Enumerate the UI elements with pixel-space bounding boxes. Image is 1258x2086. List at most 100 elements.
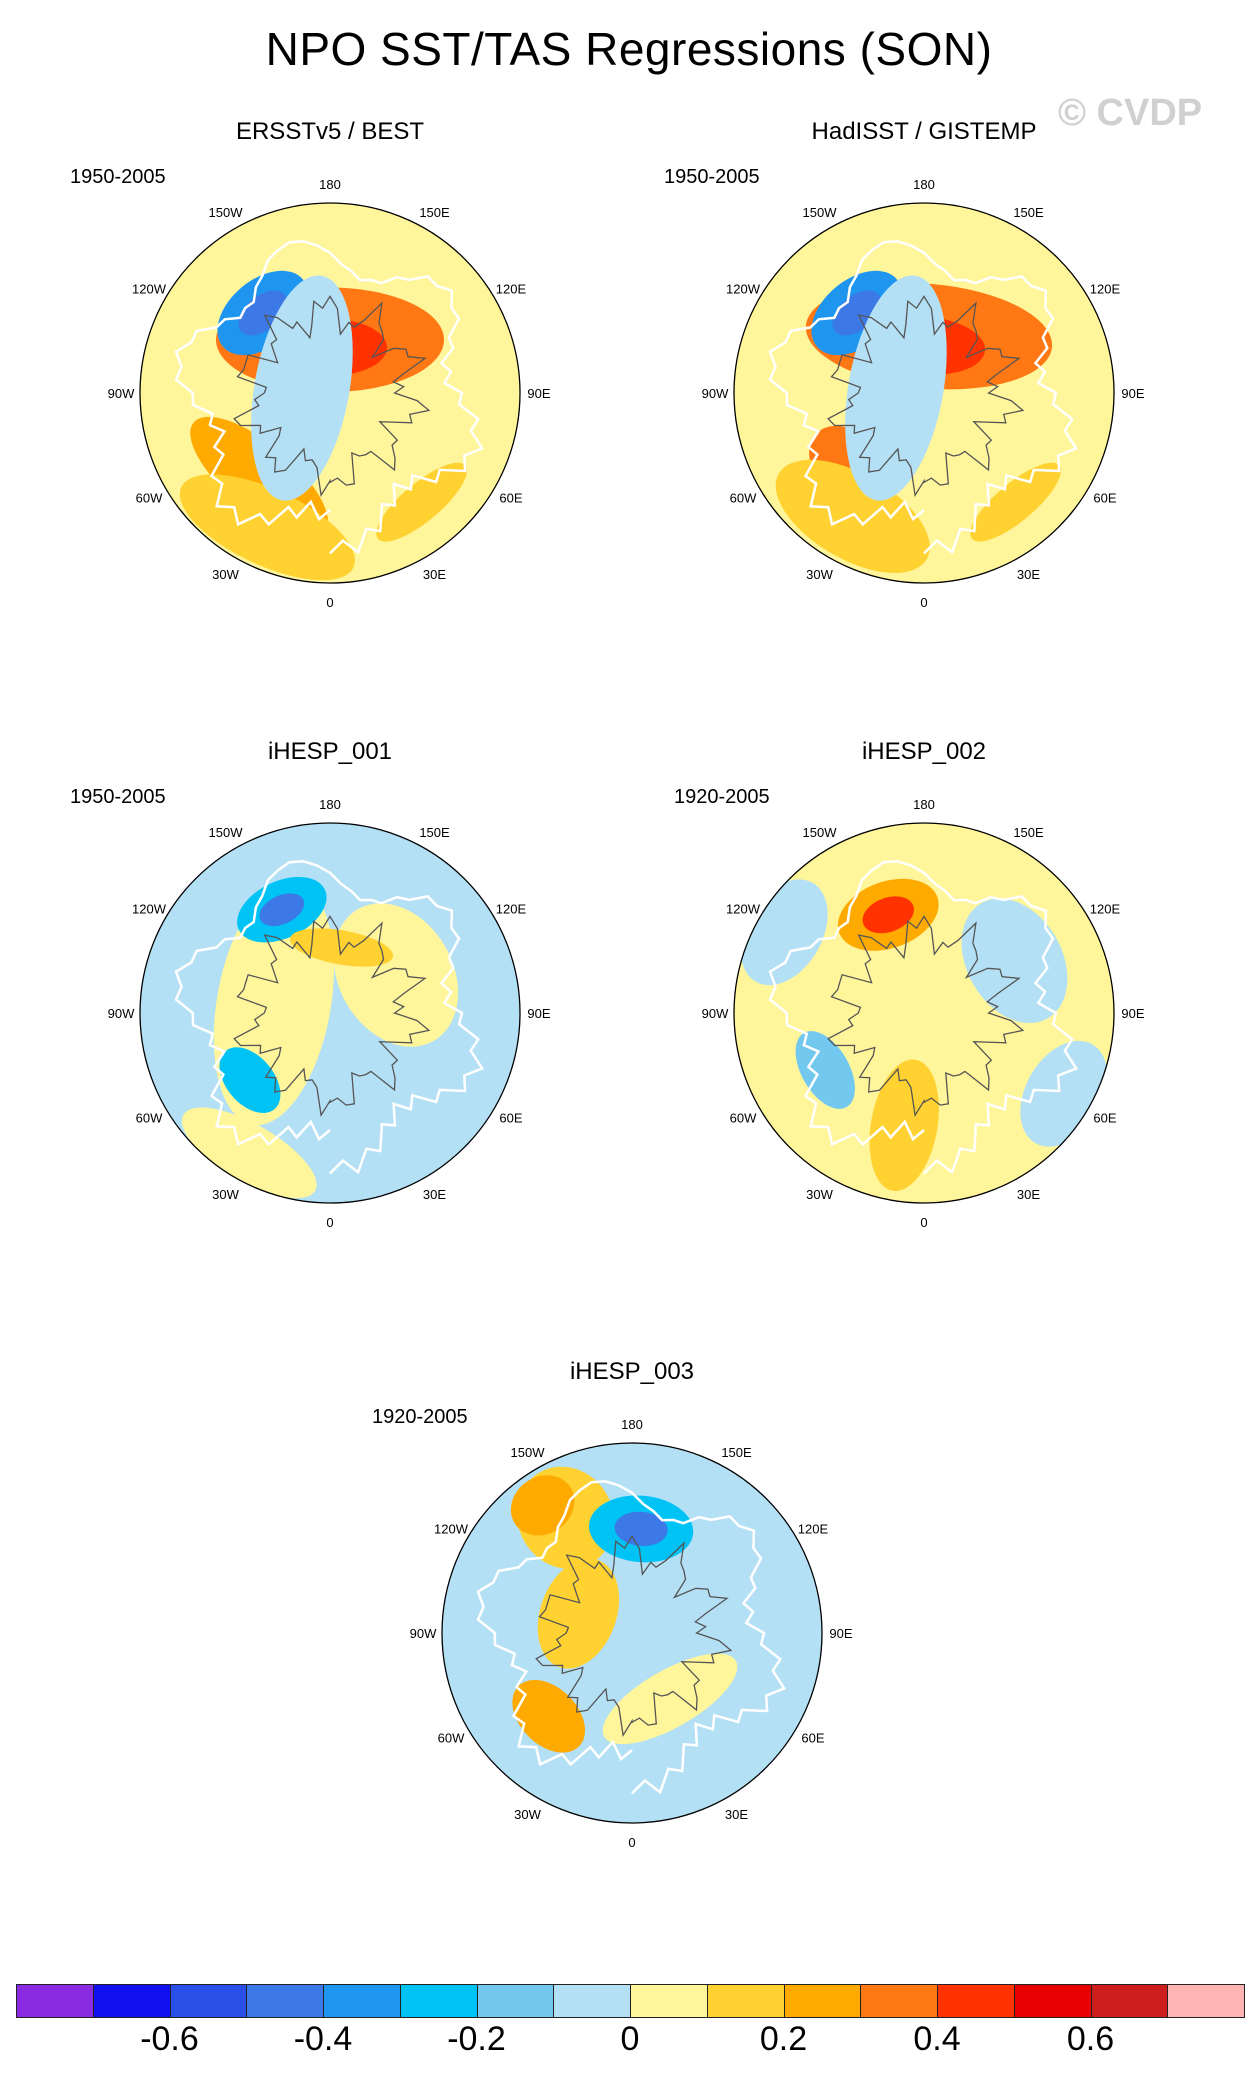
longitude-label: 0: [920, 595, 927, 610]
colorbar-tick-label: 0: [620, 2020, 640, 2058]
polar-map: 180 150E 120E 90E 60E 30E 0 30W 60W 90W 120W 150W: [108, 797, 551, 1230]
panel-years: 1920-2005: [674, 786, 770, 808]
longitude-label: 60W: [730, 491, 757, 506]
colorbar-segment: [169, 1984, 248, 2018]
longitude-label: 30W: [212, 1187, 239, 1202]
anomaly-region: [862, 896, 914, 934]
longitude-label: 180: [913, 177, 935, 192]
coastline: [233, 295, 431, 498]
colorbar-segment: [630, 1984, 708, 2018]
panel-title: HadISST / GISTEMP: [811, 118, 1037, 145]
map-boundary: [441, 1442, 823, 1824]
anomaly-region: [602, 1653, 738, 1745]
coastline: [827, 295, 1025, 498]
longitude-label: 60E: [1093, 1111, 1116, 1126]
polar-map: 180 150E 120E 90E 60E 30E 0 30W 60W 90W 120W 150W: [108, 177, 551, 610]
anomaly-region: [512, 1679, 586, 1753]
panel-years: 1950-2005: [70, 166, 166, 188]
colorbar-tick-label: 0.2: [759, 2020, 808, 2058]
colorbar-segment: [1167, 1984, 1245, 2018]
longitude-label: 30W: [806, 567, 833, 582]
colorbar-segment: [783, 1984, 862, 2018]
longitude-label: 90E: [527, 386, 550, 401]
colorbar-segment: [860, 1984, 938, 2018]
longitude-label: 0: [326, 595, 333, 610]
colorbar-tick-label: -0.6: [140, 2020, 199, 2058]
colorbar-segment: [1013, 1984, 1092, 2018]
longitude-label: 90E: [829, 1626, 852, 1641]
longitude-label: 90W: [108, 1006, 135, 1021]
longitude-label: 150E: [419, 825, 450, 840]
map-boundary: [733, 822, 1115, 1204]
polar-map: 180 150E 120E 90E 60E 30E 0 30W 60W 90W 120W 150W: [702, 177, 1145, 610]
longitude-label: 120W: [132, 902, 167, 917]
longitude-label: 150E: [1013, 205, 1044, 220]
longitude-label: 180: [319, 177, 341, 192]
longitude-label: 150W: [803, 825, 838, 840]
longitude-label: 120E: [496, 282, 527, 297]
colorbar-tick-label: 0.6: [1066, 2020, 1115, 2058]
colorbar-segment: [937, 1984, 1015, 2018]
coastline: [827, 915, 1025, 1118]
longitude-label: 60W: [136, 1111, 163, 1126]
anomaly-region: [845, 275, 947, 501]
longitude-label: 60E: [499, 1111, 522, 1126]
longitude-label: 30E: [1017, 1187, 1040, 1202]
panel-title: ERSSTv5 / BEST: [235, 118, 425, 145]
colorbar-tick-label: 0.4: [913, 2020, 961, 2058]
longitude-label: 120E: [798, 1522, 829, 1537]
anomaly-region: [614, 1511, 668, 1547]
anomaly-region: [179, 474, 355, 581]
anomaly-region: [219, 1047, 281, 1114]
colorbar-segment: [323, 1984, 401, 2018]
longitude-label: 150W: [511, 1445, 546, 1460]
longitude-label: 30W: [514, 1807, 541, 1822]
colorbar-segment: [92, 1984, 171, 2018]
panel-years: 1920-2005: [372, 1406, 468, 1428]
longitude-label: 60W: [136, 491, 163, 506]
panel-years: 1950-2005: [664, 166, 760, 188]
longitude-label: 120E: [1090, 282, 1121, 297]
longitude-label: 120W: [726, 282, 761, 297]
longitude-label: 60E: [1093, 491, 1116, 506]
longitude-label: 120W: [132, 282, 167, 297]
panel-title: iHESP_001: [267, 738, 393, 765]
colorbar-segment: [16, 1984, 94, 2018]
anomaly-region: [869, 1059, 939, 1192]
longitude-label: 30W: [212, 567, 239, 582]
colorbar-segment: [476, 1984, 555, 2018]
longitude-label: 90E: [1121, 1006, 1144, 1021]
longitude-label: 90E: [1121, 386, 1144, 401]
anomaly-region: [376, 462, 467, 542]
longitude-label: 0: [326, 1215, 333, 1230]
anomaly-region: [251, 275, 353, 501]
longitude-label: 0: [628, 1835, 635, 1850]
watermark: © CVDP: [1058, 92, 1203, 134]
longitude-label: 90W: [702, 386, 729, 401]
longitude-label: 30E: [423, 567, 446, 582]
anomaly-region: [181, 1107, 317, 1199]
figure-title: NPO SST/TAS Regressions (SON): [265, 23, 993, 75]
anomaly-region: [970, 462, 1061, 542]
longitude-label: 30W: [806, 1187, 833, 1202]
longitude-label: 90W: [702, 1006, 729, 1021]
longitude-label: 60W: [438, 1731, 465, 1746]
panel-years: 1950-2005: [70, 786, 166, 808]
longitude-label: 120W: [434, 1522, 469, 1537]
longitude-label: 150W: [209, 825, 244, 840]
coastline: [233, 915, 431, 1118]
map-panel-1: 180 150E 120E 90E 60E 30E 0 30W 60W 90W 120W 150W E…: [50, 118, 610, 738]
coastline: [768, 240, 1079, 555]
longitude-label: 150W: [803, 205, 838, 220]
map-panel-2: 180 150E 120E 90E 60E 30E 0 30W 60W 90W 120W 150W H…: [644, 118, 1204, 738]
longitude-label: 60W: [730, 1111, 757, 1126]
polar-map: 180 150E 120E 90E 60E 30E 0 30W 60W 90W 120W 150W: [702, 797, 1145, 1230]
colorbar-segment: [1090, 1984, 1169, 2018]
panel-title: iHESP_003: [569, 1358, 695, 1385]
colorbar-tick-label: -0.2: [447, 2020, 506, 2058]
longitude-label: 30E: [423, 1187, 446, 1202]
longitude-label: 30E: [1017, 567, 1040, 582]
anomaly-region: [510, 1475, 575, 1536]
longitude-label: 0: [920, 1215, 927, 1230]
coastline: [476, 1480, 787, 1795]
